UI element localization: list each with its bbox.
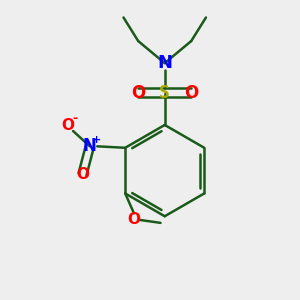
Text: O: O bbox=[131, 84, 145, 102]
Text: O: O bbox=[128, 212, 140, 227]
Text: O: O bbox=[76, 167, 89, 182]
Text: S: S bbox=[159, 84, 170, 102]
Text: -: - bbox=[73, 112, 78, 125]
Text: N: N bbox=[157, 54, 172, 72]
Text: O: O bbox=[184, 84, 198, 102]
Text: O: O bbox=[61, 118, 74, 133]
Text: N: N bbox=[83, 137, 97, 155]
Text: +: + bbox=[92, 135, 101, 145]
